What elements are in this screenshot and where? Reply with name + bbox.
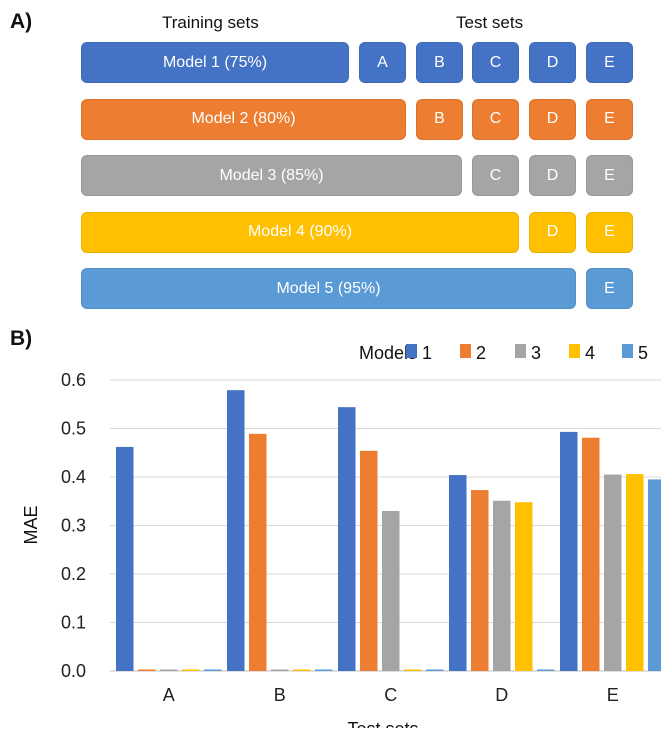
legend-label: 2 [476,343,486,363]
test-set-box: A [359,42,406,83]
bar [648,479,661,671]
x-tick-label: C [384,685,397,705]
bar [626,474,644,671]
legend-swatch [460,344,471,358]
bar [249,433,267,671]
bar [560,431,578,671]
training-set-box: Model 2 (80%) [81,98,406,140]
test-set-box: E [586,211,633,253]
test-set-box: B [416,42,463,83]
test-set-box: E [586,155,633,196]
x-tick-label: A [163,685,175,705]
bar [271,669,289,671]
test-set-box: B [416,98,463,140]
x-tick-label: E [607,685,619,705]
y-tick-label: 0.6 [61,370,86,390]
bar [227,390,245,671]
bar [537,669,555,671]
mae-bar-chart: Models MAE Test sets 0.0 0.1 0.2 0.3 0.4 0.5 0… [21,343,661,728]
legend-swatch [406,344,417,358]
bar [138,669,156,671]
test-set-box: D [529,155,576,196]
bar [515,502,533,671]
training-set-box: Model 4 (90%) [81,211,519,253]
bar [315,669,333,671]
legend-label: 3 [531,343,541,363]
bar [116,446,134,671]
test-set-box: E [586,98,633,140]
y-tick-label: 0.3 [61,516,86,536]
bar [204,669,222,671]
legend-swatch [515,344,526,358]
x-tick-label: B [274,685,286,705]
y-axis-title: MAE [21,505,41,544]
bar [449,475,467,671]
y-tick-label: 0.1 [61,613,86,633]
training-sets-header: Training sets [162,13,259,32]
test-set-box: D [529,42,576,83]
legend-title: Models [359,343,417,363]
bar [604,474,622,671]
bar [404,669,422,671]
training-set-box: Model 3 (85%) [81,155,462,196]
bar [582,437,600,671]
bar [493,500,511,671]
bar [360,450,378,671]
x-tick-label: D [495,685,508,705]
test-set-box: C [472,42,519,83]
training-set-box: Model 1 (75%) [81,42,349,83]
y-tick-label: 0.0 [61,661,86,681]
panel-a-label: A) [10,10,33,33]
bar [471,490,489,671]
legend-swatch [622,344,633,358]
bar [293,669,311,671]
bar [382,510,400,671]
test-sets-header: Test sets [456,13,524,32]
legend-swatch [569,344,580,358]
panel-b-label: B) [10,327,33,350]
legend-label: 5 [638,343,648,363]
test-set-box: E [586,268,633,309]
y-tick-label: 0.5 [61,419,86,439]
legend-label: 4 [585,343,595,363]
x-axis-title: Test sets [347,719,418,728]
bar [338,407,356,671]
test-set-box: C [472,155,519,196]
bar [182,669,200,671]
bar [160,669,178,671]
test-set-box: C [472,98,519,140]
legend-label: 1 [422,343,432,363]
test-set-box: E [586,42,633,83]
test-set-box: D [529,211,576,253]
test-set-box: D [529,98,576,140]
bar [426,669,444,671]
training-set-box: Model 5 (95%) [81,268,576,309]
y-tick-label: 0.2 [61,564,86,584]
y-tick-label: 0.4 [61,467,86,487]
